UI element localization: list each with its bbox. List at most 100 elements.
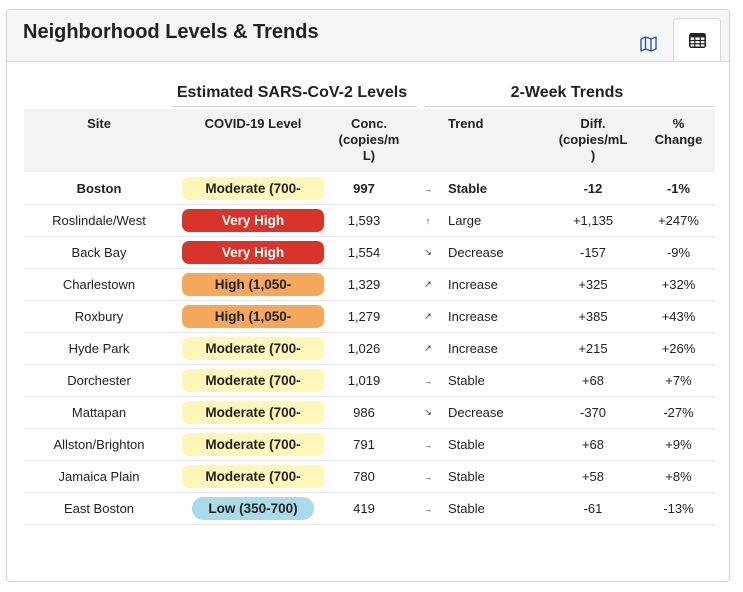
trend-cell: Stable [448,501,485,516]
pct-cell: +43% [661,309,696,324]
table-icon [688,32,706,48]
trend-cell: Stable [448,437,485,452]
table-row: Boston Moderate (700- 997 → Stable -12 -1% [24,173,715,205]
level-cell: Moderate (700- [179,461,327,492]
table-view-button[interactable] [673,18,721,61]
table-row: Jamaica Plain Moderate (700- 780 → Stable +58… [24,461,715,493]
pct-cell: +32% [661,277,696,292]
table-row: Roslindale/West Very High 1,593 ↑ Large +1,13… [24,205,715,237]
trend-arrow-icon: → [423,183,433,194]
level-cell: Very High [179,237,327,268]
site-cell: Dorchester [67,373,131,388]
site-cell: Charlestown [62,277,136,292]
site-cell: Jamaica Plain [58,469,140,484]
card-title: Neighborhood Levels & Trends [23,21,319,43]
pct-cell: -13% [663,501,694,516]
col-header-pct[interactable]: % Change [642,116,715,148]
site-cell: Boston [76,181,122,196]
table-row: Dorchester Moderate (700- 1,019 → Stable +68 +… [24,365,715,397]
trend-arrow-icon: → [423,503,433,514]
site-cell: Hyde Park [68,341,130,356]
level-badge: Low (350-700) [192,497,314,520]
group-divider-trends [425,106,715,107]
level-badge: Moderate (700- [182,177,324,200]
col-header-diff-line1: Diff. [580,116,606,131]
trend-arrow-icon: ↑ [425,215,431,226]
col-header-conc-line3: L) [362,148,376,163]
site-cell: East Boston [63,501,135,516]
level-badge: Moderate (700- [182,369,324,392]
trend-cell: Increase [448,277,498,292]
level-cell: Moderate (700- [179,397,327,428]
level-badge: Very High [182,209,324,232]
conc-cell: 1,026 [347,341,381,356]
pct-cell: +7% [665,373,692,388]
conc-cell: 997 [353,181,375,196]
site-cell: Back Bay [71,245,127,260]
group-header-trends: 2-Week Trends [510,84,624,101]
trend-cell: Decrease [448,245,504,260]
level-badge: Moderate (700- [182,401,324,424]
trend-cell: Stable [448,373,485,388]
pct-cell: +26% [661,341,696,356]
levels-card: Neighborhood Levels & Trends Estimated S… [6,9,730,582]
diff-cell: -370 [579,405,607,420]
conc-cell: 419 [353,501,375,516]
level-badge: Moderate (700- [182,465,324,488]
conc-cell: 986 [353,405,375,420]
trend-cell: Stable [448,181,488,196]
conc-cell: 1,019 [347,373,381,388]
col-header-conc[interactable]: Conc. (copies/m L) [329,116,409,164]
site-cell: Roslindale/West [52,213,146,228]
conc-cell: 791 [353,437,375,452]
map-view-button[interactable] [633,32,663,56]
level-cell: Moderate (700- [179,173,327,204]
diff-cell: +68 [581,437,605,452]
col-header-conc-line1: Conc. [350,116,388,131]
col-header-pct-line1: % [672,116,685,131]
diff-cell: +58 [581,469,605,484]
level-badge: High (1,050- [182,305,324,328]
conc-cell: 1,593 [347,213,381,228]
table-row: Allston/Brighton Moderate (700- 791 → Stable… [24,429,715,461]
group-divider-levels [172,106,417,107]
conc-cell: 1,279 [347,309,381,324]
trend-cell: Large [448,213,482,228]
level-badge: Very High [182,241,324,264]
table-row: East Boston Low (350-700) 419 → Stable -61 -13… [24,493,715,525]
col-header-diff-line3: ) [590,148,596,163]
site-cell: Mattapan [71,405,127,420]
map-icon [639,36,657,52]
level-badge: High (1,050- [182,273,324,296]
trend-cell: Decrease [448,405,504,420]
table-row: Hyde Park Moderate (700- 1,026 ↗ Increase +21… [24,333,715,365]
col-header-trend[interactable]: Trend [448,116,484,131]
col-header-pct-line2: Change [654,132,703,147]
level-cell: Moderate (700- [179,333,327,364]
pct-cell: -1% [666,181,691,196]
level-cell: Very High [179,205,327,236]
table-row: Roxbury High (1,050- 1,279 ↗ Increase +385 +43… [24,301,715,333]
diff-cell: +1,135 [572,213,614,228]
col-header-site[interactable]: Site [87,116,111,131]
group-header-levels: Estimated SARS-CoV-2 Levels [176,84,408,101]
diff-cell: +325 [578,277,608,292]
table-row: Charlestown High (1,050- 1,329 ↗ Increase +32… [24,269,715,301]
trend-arrow-icon: ↗ [424,343,432,353]
table-row: Back Bay Very High 1,554 ↘ Decrease -157 -9% [24,237,715,269]
trend-cell: Increase [448,341,498,356]
conc-cell: 1,329 [347,277,381,292]
diff-cell: -12 [583,181,603,196]
pct-cell: +8% [665,469,692,484]
trend-arrow-icon: → [423,471,433,482]
trend-arrow-icon: ↗ [424,279,432,289]
pct-cell: -27% [663,405,694,420]
level-cell: Moderate (700- [179,429,327,460]
col-header-diff[interactable]: Diff. (copies/mL ) [554,116,632,164]
col-header-level[interactable]: COVID-19 Level [204,116,302,131]
table-row: Mattapan Moderate (700- 986 ↘ Decrease -370 -2… [24,397,715,429]
card-header: Neighborhood Levels & Trends [7,10,729,62]
conc-cell: 1,554 [347,245,381,260]
pct-cell: -9% [666,245,691,260]
trend-arrow-icon: ↘ [424,247,432,257]
